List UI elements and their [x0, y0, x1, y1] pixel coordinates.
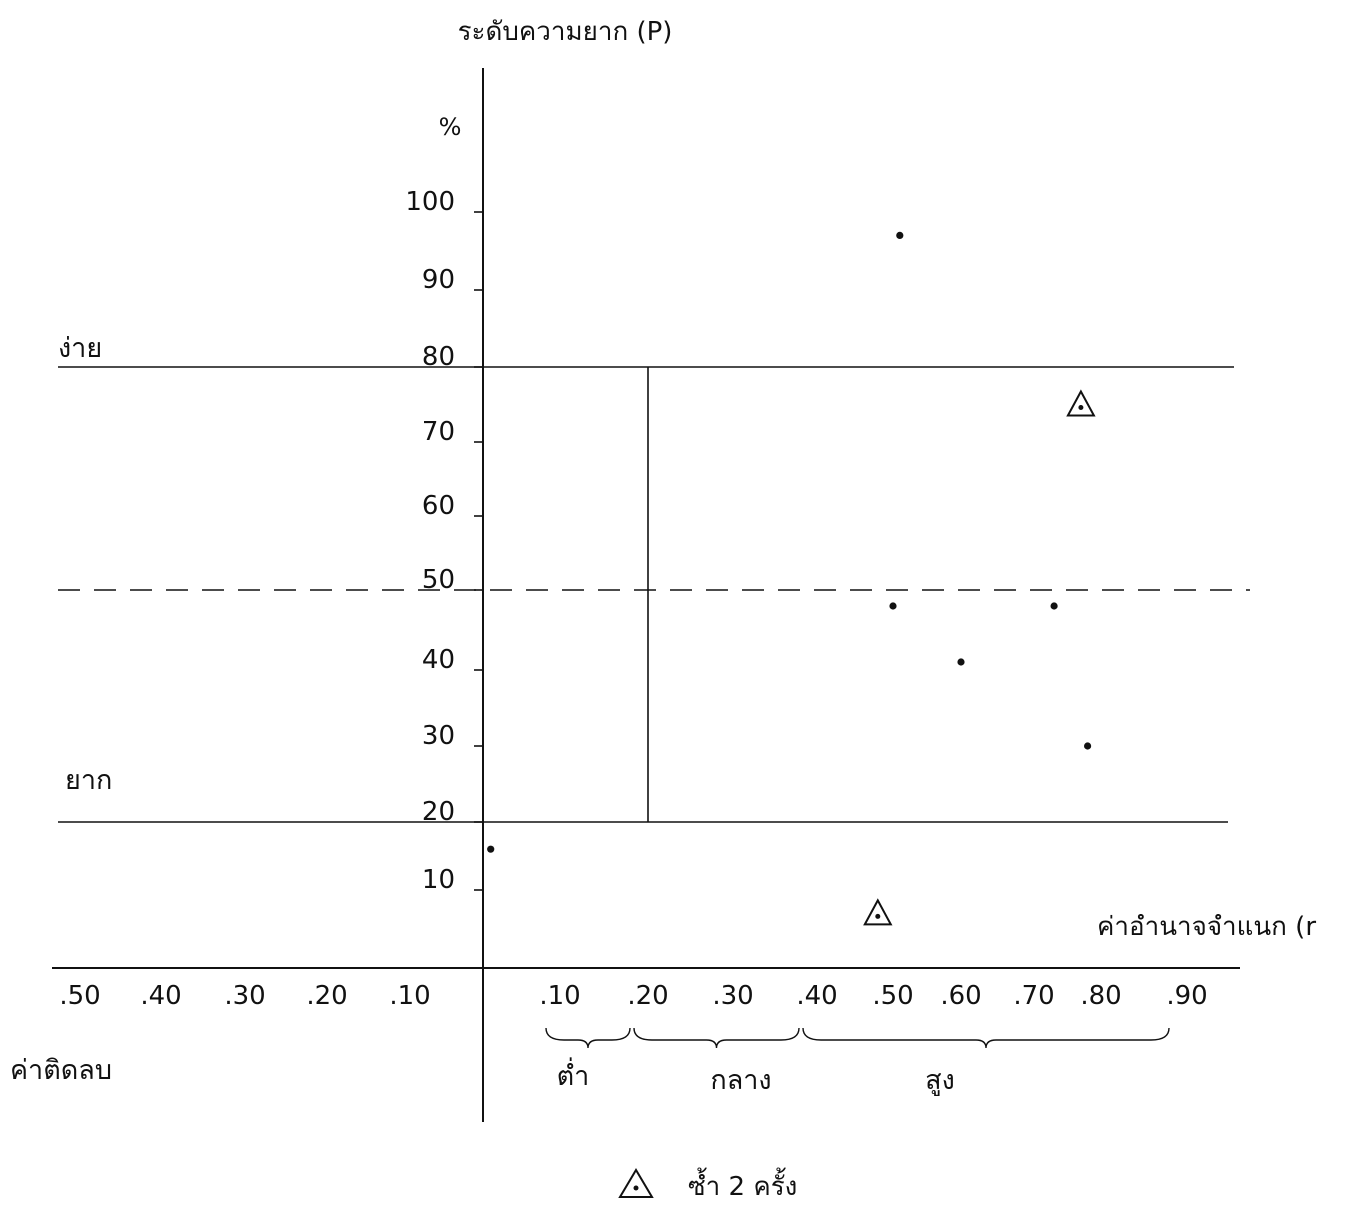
range-label-high: สูง	[925, 1065, 955, 1096]
legend: ซ้ำ 2 ครั้ง	[618, 1167, 797, 1202]
x-axis-title: ค่าอำนาจจำแนก (r	[1097, 912, 1316, 942]
y-tick-label: 100	[405, 187, 455, 217]
y-tick-label: 50	[422, 565, 455, 595]
data-point	[1050, 602, 1058, 610]
x-tick-label-negative: .50	[59, 981, 100, 1011]
x-tick-label: .90	[1166, 981, 1207, 1011]
range-label-low: ต่ำ	[557, 1057, 590, 1092]
data-point	[487, 845, 495, 853]
legend-triangle-dot	[633, 1185, 639, 1191]
y-tick-label: 30	[422, 721, 455, 751]
y-tick-label: 20	[422, 797, 455, 827]
y-axis-title: ระดับความยาก (P)	[458, 17, 673, 47]
data-point	[1084, 742, 1092, 750]
triangle-point-dot	[1078, 405, 1084, 410]
triangle-point-dot	[875, 913, 881, 919]
range-brace	[802, 1027, 1170, 1049]
x-tick-label: .70	[1013, 981, 1054, 1011]
x-tick-label: .20	[627, 981, 668, 1011]
y-tick-label: 60	[422, 491, 455, 521]
range-brace	[545, 1027, 631, 1049]
legend-triangle-icon	[618, 1168, 654, 1198]
x-tick-label: .60	[940, 981, 981, 1011]
x-tick-label: .50	[872, 981, 913, 1011]
data-point	[889, 602, 897, 610]
negative-label: ค่าติดลบ	[10, 1055, 112, 1086]
x-tick-label: .40	[796, 981, 837, 1011]
triangle-point	[863, 898, 893, 926]
easy-label: ง่าย	[58, 333, 102, 364]
x-tick-label-negative: .20	[306, 981, 347, 1011]
x-tick-label: .30	[712, 981, 753, 1011]
data-point	[957, 658, 965, 666]
y-tick-label: 10	[422, 865, 455, 895]
x-tick-label: .10	[539, 981, 580, 1011]
y-axis-unit: %	[439, 113, 462, 141]
y-tick-label: 40	[422, 645, 455, 675]
hard-label: ยาก	[65, 765, 112, 796]
legend-label: ซ้ำ 2 ครั้ง	[688, 1167, 797, 1202]
y-tick-label: 70	[422, 417, 455, 447]
range-brace	[633, 1027, 800, 1049]
triangle-point	[1066, 389, 1096, 417]
data-point	[896, 231, 904, 239]
y-tick-label: 90	[422, 265, 455, 295]
x-tick-label: .80	[1080, 981, 1121, 1011]
range-label-mid: กลาง	[710, 1065, 771, 1096]
y-tick-label: 80	[422, 342, 455, 372]
x-tick-label-negative: .10	[389, 981, 430, 1011]
x-tick-label-negative: .40	[140, 981, 181, 1011]
x-tick-label-negative: .30	[224, 981, 265, 1011]
